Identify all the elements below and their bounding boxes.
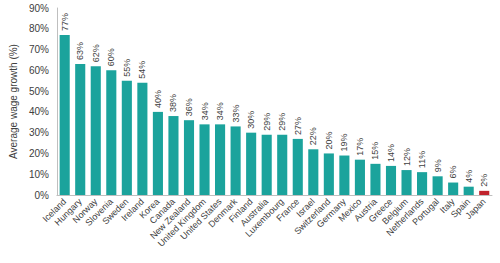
svg-text:10%: 10% bbox=[29, 169, 49, 180]
svg-text:30%: 30% bbox=[29, 127, 49, 138]
svg-text:9%: 9% bbox=[433, 159, 443, 172]
svg-text:62%: 62% bbox=[91, 44, 101, 62]
svg-text:14%: 14% bbox=[386, 144, 396, 162]
svg-text:15%: 15% bbox=[370, 142, 380, 160]
svg-text:Spain: Spain bbox=[448, 196, 473, 220]
svg-text:27%: 27% bbox=[293, 117, 303, 135]
svg-text:11%: 11% bbox=[417, 151, 427, 168]
svg-text:Israel: Israel bbox=[294, 196, 317, 220]
svg-text:77%: 77% bbox=[60, 13, 70, 31]
svg-text:Belgium: Belgium bbox=[380, 196, 411, 227]
svg-text:22%: 22% bbox=[308, 127, 318, 145]
svg-text:Austria: Austria bbox=[352, 196, 379, 224]
svg-text:33%: 33% bbox=[231, 104, 241, 122]
svg-text:34%: 34% bbox=[215, 102, 225, 120]
svg-text:70%: 70% bbox=[29, 44, 49, 55]
svg-text:Finland: Finland bbox=[226, 196, 255, 225]
svg-text:Iceland: Iceland bbox=[40, 196, 69, 224]
svg-text:United Kingdom: United Kingdom bbox=[155, 196, 209, 249]
svg-text:Switzerland: Switzerland bbox=[292, 196, 333, 237]
svg-text:Sweden: Sweden bbox=[100, 196, 131, 227]
svg-text:Netherlands: Netherlands bbox=[384, 196, 426, 238]
svg-text:0%: 0% bbox=[34, 190, 49, 201]
svg-text:60%: 60% bbox=[106, 48, 116, 66]
svg-text:29%: 29% bbox=[277, 113, 287, 131]
svg-text:Norway: Norway bbox=[70, 196, 100, 226]
svg-text:Australia: Australia bbox=[238, 196, 271, 229]
svg-text:Slovenia: Slovenia bbox=[83, 196, 115, 228]
svg-text:38%: 38% bbox=[168, 94, 178, 112]
svg-text:40%: 40% bbox=[29, 106, 49, 117]
svg-text:80%: 80% bbox=[29, 23, 49, 34]
svg-text:12%: 12% bbox=[402, 148, 412, 166]
svg-text:Korea: Korea bbox=[137, 196, 162, 221]
svg-text:New Zealand: New Zealand bbox=[148, 196, 193, 241]
svg-text:Mexico: Mexico bbox=[336, 196, 364, 224]
svg-text:6%: 6% bbox=[448, 166, 458, 179]
svg-text:50%: 50% bbox=[29, 86, 49, 97]
svg-text:29%: 29% bbox=[262, 113, 272, 131]
svg-text:20%: 20% bbox=[29, 148, 49, 159]
svg-text:4%: 4% bbox=[464, 170, 474, 183]
svg-text:54%: 54% bbox=[137, 61, 147, 79]
svg-text:17%: 17% bbox=[355, 138, 365, 156]
svg-text:40%: 40% bbox=[153, 90, 163, 108]
svg-text:20%: 20% bbox=[324, 131, 334, 149]
svg-text:Hungary: Hungary bbox=[52, 196, 84, 228]
svg-text:34%: 34% bbox=[200, 102, 210, 120]
svg-text:2%: 2% bbox=[479, 174, 489, 187]
svg-text:Luxembourg: Luxembourg bbox=[243, 196, 286, 239]
svg-text:Germany: Germany bbox=[314, 196, 348, 230]
svg-text:France: France bbox=[274, 196, 302, 224]
svg-text:Average wage growth (%): Average wage growth (%) bbox=[8, 44, 19, 159]
svg-text:63%: 63% bbox=[75, 42, 85, 60]
svg-text:Portugal: Portugal bbox=[410, 196, 441, 227]
svg-text:Italy: Italy bbox=[438, 196, 457, 216]
svg-text:Ireland: Ireland bbox=[119, 196, 146, 223]
svg-text:United States: United States bbox=[178, 196, 224, 242]
svg-text:Denmark: Denmark bbox=[206, 196, 240, 230]
svg-text:Canada: Canada bbox=[147, 196, 177, 226]
svg-text:Japan: Japan bbox=[463, 196, 487, 220]
svg-text:60%: 60% bbox=[29, 65, 49, 76]
svg-text:30%: 30% bbox=[246, 111, 256, 129]
svg-text:19%: 19% bbox=[339, 134, 349, 152]
svg-text:36%: 36% bbox=[184, 98, 194, 116]
svg-text:90%: 90% bbox=[29, 3, 49, 14]
svg-text:55%: 55% bbox=[122, 59, 132, 77]
svg-text:Greece: Greece bbox=[366, 196, 395, 225]
